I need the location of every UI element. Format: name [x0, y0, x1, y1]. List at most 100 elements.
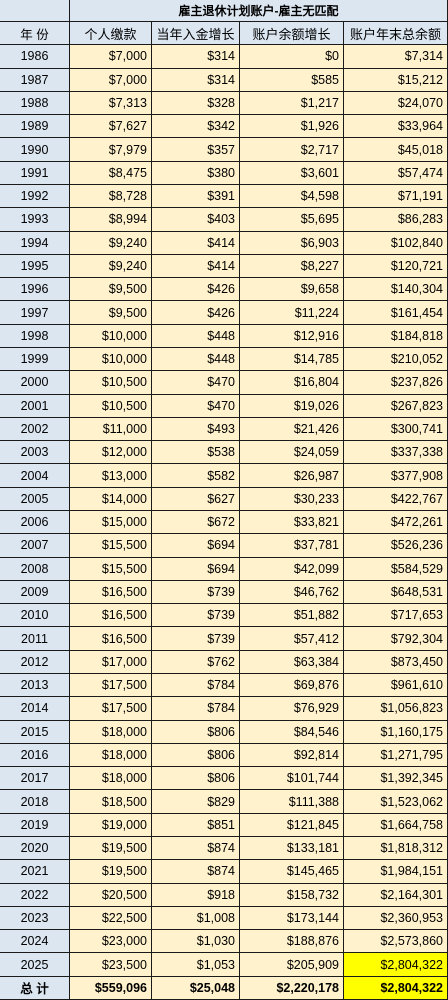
value-cell: $121,845	[240, 813, 344, 837]
value-cell: $538	[152, 441, 240, 465]
value-cell: $69,876	[240, 674, 344, 698]
value-cell: $851	[152, 813, 240, 837]
value-cell: $11,224	[240, 301, 344, 325]
value-cell: $414	[152, 254, 240, 279]
value-cell: $314	[152, 68, 240, 92]
value-cell: $22,500	[70, 906, 152, 931]
value-cell: $76,929	[240, 697, 344, 721]
value-cell: $391	[152, 185, 240, 209]
value-cell: $26,987	[240, 464, 344, 488]
total-label: 总 计	[0, 976, 70, 1000]
value-cell: $10,000	[70, 324, 152, 348]
value-cell: $672	[152, 511, 240, 535]
year-cell: 1989	[0, 115, 70, 139]
year-cell: 2022	[0, 883, 70, 907]
value-cell: $585	[240, 68, 344, 92]
value-cell: $19,000	[70, 813, 152, 837]
year-cell: 2016	[0, 743, 70, 768]
value-cell: $874	[152, 860, 240, 884]
year-cell: 1993	[0, 208, 70, 232]
value-cell: $57,412	[240, 627, 344, 651]
value-cell: $14,000	[70, 487, 152, 511]
value-cell: $16,500	[70, 627, 152, 651]
value-cell: $46,762	[240, 580, 344, 605]
year-cell: 2010	[0, 604, 70, 628]
year-cell: 2012	[0, 650, 70, 674]
value-cell: $16,500	[70, 580, 152, 605]
value-cell: $13,000	[70, 464, 152, 488]
value-cell: $63,384	[240, 650, 344, 674]
value-cell: $5,695	[240, 208, 344, 232]
year-cell: 2002	[0, 417, 70, 442]
value-cell: $873,450	[344, 650, 448, 674]
value-cell: $161,454	[344, 301, 448, 325]
value-cell: $422,767	[344, 487, 448, 511]
value-cell: $205,909	[240, 953, 344, 977]
value-cell: $493	[152, 417, 240, 442]
value-cell: $470	[152, 394, 240, 418]
value-cell: $71,191	[344, 185, 448, 209]
value-cell: $6,903	[240, 231, 344, 255]
value-cell: $2,573,860	[344, 930, 448, 954]
value-cell: $33,821	[240, 511, 344, 535]
value-cell: $57,474	[344, 161, 448, 185]
year-cell: 1998	[0, 324, 70, 348]
value-cell: $15,000	[70, 511, 152, 535]
year-cell: 2017	[0, 767, 70, 791]
value-cell: $526,236	[344, 534, 448, 558]
year-cell: 1996	[0, 278, 70, 302]
year-cell: 1990	[0, 138, 70, 162]
year-cell: 2015	[0, 720, 70, 744]
value-cell: $582	[152, 464, 240, 488]
value-cell: $120,721	[344, 254, 448, 279]
value-cell: $17,000	[70, 650, 152, 674]
value-cell: $7,314	[344, 45, 448, 69]
value-cell: $15,500	[70, 534, 152, 558]
value-cell: $448	[152, 348, 240, 372]
year-cell: 2011	[0, 627, 70, 651]
value-cell: $874	[152, 837, 240, 861]
value-cell: $414	[152, 231, 240, 255]
value-cell: $24,059	[240, 441, 344, 465]
value-cell: $23,500	[70, 953, 152, 977]
value-cell: $10,500	[70, 394, 152, 418]
value-cell: $7,627	[70, 115, 152, 139]
value-cell: $1,217	[240, 91, 344, 116]
value-cell: $472,261	[344, 511, 448, 535]
value-cell: $337,338	[344, 441, 448, 465]
value-cell: $300,741	[344, 417, 448, 442]
value-cell: $101,744	[240, 767, 344, 791]
year-cell: 2003	[0, 441, 70, 465]
value-cell: $21,426	[240, 417, 344, 442]
value-cell: $342	[152, 115, 240, 139]
value-cell: $10,500	[70, 371, 152, 395]
value-cell: $694	[152, 557, 240, 581]
year-cell: 2020	[0, 837, 70, 861]
value-cell: $470	[152, 371, 240, 395]
value-cell: $12,916	[240, 324, 344, 348]
year-cell: 2004	[0, 464, 70, 488]
corner-cell	[0, 0, 70, 22]
value-cell: $8,994	[70, 208, 152, 232]
column-header: 账户余额增长	[240, 22, 344, 46]
total-value: $559,096	[70, 976, 152, 1000]
value-cell: $12,000	[70, 441, 152, 465]
value-cell: $24,070	[344, 91, 448, 116]
value-cell: $92,814	[240, 743, 344, 768]
year-cell: 2000	[0, 371, 70, 395]
year-cell: 1995	[0, 254, 70, 279]
year-cell: 2006	[0, 511, 70, 535]
value-cell: $9,658	[240, 278, 344, 302]
year-cell: 1992	[0, 185, 70, 209]
value-cell: $188,876	[240, 930, 344, 954]
value-cell: $37,781	[240, 534, 344, 558]
value-cell: $627	[152, 487, 240, 511]
value-cell: $173,144	[240, 906, 344, 931]
value-cell: $16,500	[70, 604, 152, 628]
value-cell: $20,500	[70, 883, 152, 907]
value-cell: $51,882	[240, 604, 344, 628]
value-cell: $717,653	[344, 604, 448, 628]
value-cell: $10,000	[70, 348, 152, 372]
value-cell: $184,818	[344, 324, 448, 348]
value-cell: $158,732	[240, 883, 344, 907]
